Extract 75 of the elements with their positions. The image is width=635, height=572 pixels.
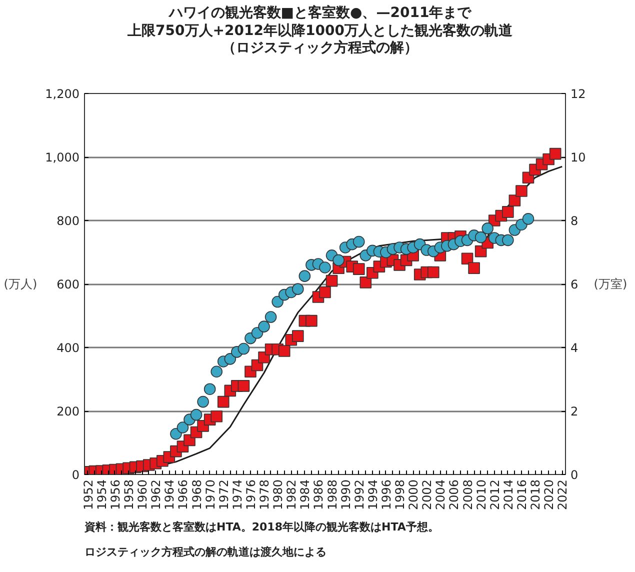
point: [482, 222, 494, 234]
y2-tick-label: 0: [570, 468, 578, 482]
point: [272, 295, 284, 308]
x-tick-label: 1996: [379, 478, 394, 510]
x-tick-label: 1990: [338, 478, 353, 510]
x-tick-label: 2004: [434, 478, 448, 510]
x-tick-label: 2010: [474, 478, 488, 510]
point: [319, 261, 331, 273]
x-tick-label: 1964: [162, 478, 177, 510]
x-tick-label: 1960: [136, 478, 150, 510]
y2-tick-label: 10: [570, 150, 586, 164]
x-tick-label: 1974: [230, 478, 244, 510]
point: [197, 395, 209, 408]
x-tick-label: 1986: [312, 478, 326, 510]
x-tick-label: 1956: [108, 478, 122, 510]
y2-tick-label: 4: [570, 340, 578, 354]
point: [224, 352, 236, 364]
y-tick-label: 1,000: [45, 150, 80, 164]
x-tick-label: 1988: [325, 478, 340, 510]
point: [258, 320, 270, 332]
point: [298, 270, 311, 282]
x-tick-label: 1992: [352, 478, 366, 510]
x-tick-label: 2006: [447, 478, 462, 510]
y2-tick-label: 8: [570, 214, 578, 228]
y2-axis-title: (万室): [594, 276, 628, 290]
x-tick-label: 1994: [366, 478, 380, 510]
y-tick-label: 0: [72, 468, 80, 482]
text: 資料：観光客数と客室数はHTA。2018年以降の観光客数はHTA予想。: [84, 520, 439, 533]
x-tick-label: 2020: [542, 478, 556, 510]
x-tick-label: 1982: [284, 478, 299, 510]
point: [292, 282, 304, 294]
point: [190, 408, 202, 420]
x-tick-label: 2016: [514, 478, 529, 510]
x-tick-label: 1958: [122, 478, 136, 510]
point: [522, 212, 534, 224]
x-tick-label: 1954: [94, 478, 109, 510]
point: [176, 421, 189, 433]
y-axis-title: (万人): [4, 276, 38, 290]
x-tick-label: 2012: [488, 478, 502, 510]
point: [238, 342, 250, 354]
x-tick-label: 1978: [258, 478, 272, 510]
text: ロジスティック方程式の解の軌道は渡久地による: [84, 545, 326, 558]
x-tick-label: 1984: [298, 478, 312, 510]
point: [210, 365, 223, 378]
x-tick-label: 2002: [420, 478, 434, 510]
y-tick-label: 200: [56, 404, 80, 418]
point: [204, 382, 216, 394]
x-tick-label: 1998: [393, 478, 408, 510]
y2-tick-label: 12: [570, 86, 586, 100]
y2-tick-label: 6: [570, 277, 578, 291]
x-tick-label: 1980: [271, 478, 286, 510]
x-tick-label: 1970: [203, 478, 218, 510]
x-tick-label: 2008: [460, 478, 475, 510]
y-tick-label: 800: [56, 214, 80, 228]
y2-tick-label: 2: [570, 404, 578, 418]
x-tick-label: 1972: [216, 478, 231, 510]
point: [332, 254, 344, 266]
point: [474, 230, 487, 243]
x-tick-label: 1976: [244, 478, 258, 510]
point: [502, 234, 514, 246]
x-tick-label: 1962: [149, 478, 164, 510]
x-tick-label: 2014: [501, 478, 516, 510]
x-tick-label: 2000: [406, 478, 421, 510]
x-tick-label: 2022: [556, 478, 570, 510]
chart-title: ハワイの観光客数■と客室数●、—2011年まで: [167, 5, 472, 22]
y-tick-label: 600: [56, 277, 80, 291]
y-tick-label: 1,200: [45, 86, 80, 100]
x-tick-label: 1966: [176, 478, 190, 510]
y-tick-label: 400: [56, 340, 80, 354]
x-tick-label: 1968: [190, 478, 204, 510]
x-tick-label: 2018: [528, 478, 543, 510]
point: [352, 235, 365, 248]
chart-subtitle: 上限750万人+2012年以降1000万人とした観光客数の軌道（ロジスティック方程式の解）: [126, 22, 514, 58]
point: [264, 310, 277, 322]
x-tick-label: 1952: [81, 478, 96, 510]
